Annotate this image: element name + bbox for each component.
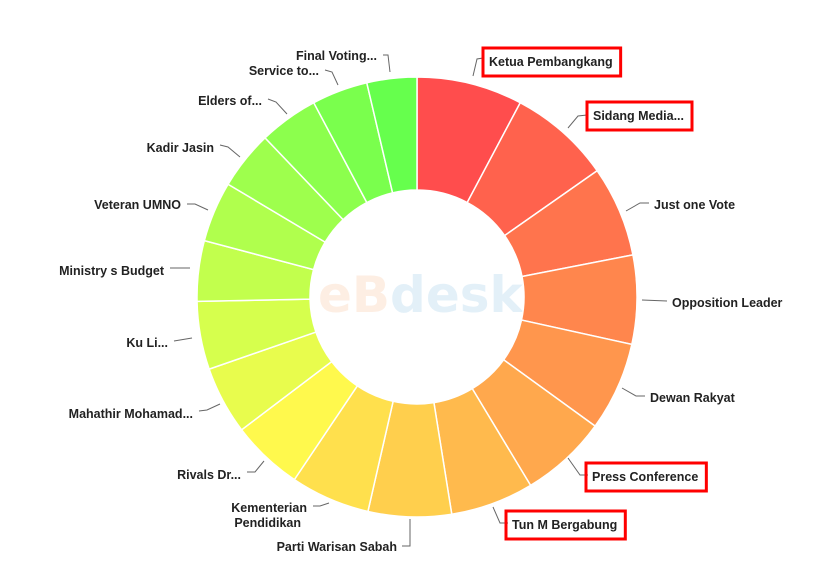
data-label-elders-of: Elders of... [198, 94, 288, 115]
label-text: Service to... [249, 64, 319, 78]
highlight-box [481, 46, 623, 78]
label-text: Mahathir Mohamad... [69, 407, 193, 421]
label-text: Dewan Rakyat [650, 391, 736, 405]
label-text: Ketua Pembangkang [489, 55, 613, 69]
data-label-sidang-media: Sidang Media... [567, 100, 694, 132]
data-label-opposition-leader: Opposition Leader [641, 296, 783, 310]
data-label-ketua-pembangkang: Ketua Pembangkang [472, 46, 623, 78]
label-text: Kementerian Pendidikan [231, 501, 307, 530]
label-text: Ku Li... [126, 336, 168, 350]
connector-line [402, 519, 411, 547]
label-text: Veteran UMNO [94, 198, 181, 212]
data-label-tun-m-bergabung: Tun M Bergabung [492, 506, 627, 541]
data-label-ku-li: Ku Li... [126, 336, 193, 350]
label-text: Sidang Media... [593, 109, 684, 123]
connector-line [267, 98, 288, 115]
connector-line [621, 387, 645, 397]
data-label-kementerian-pendidikan: Kementerian Pendidikan [231, 501, 330, 530]
data-label-rivals-dr: Rivals Dr... [177, 460, 265, 482]
data-label-service-to: Service to... [249, 64, 339, 86]
highlight-box [585, 100, 694, 132]
data-label-final-voting: Final Voting... [296, 49, 391, 73]
connector-line [219, 144, 241, 158]
connector-line [324, 69, 339, 86]
label-text: Press Conference [592, 470, 698, 484]
connector-line [247, 460, 265, 473]
watermark-prefix: eB [318, 266, 390, 324]
label-text: Final Voting... [296, 49, 377, 63]
label-text: Tun M Bergabung [512, 518, 617, 532]
label-text: Parti Warisan Sabah [277, 540, 397, 554]
connector-line [313, 502, 330, 507]
connector-line [625, 202, 649, 212]
data-label-just-one-vote: Just one Vote [625, 198, 735, 212]
ebdesk-watermark-logo: eBdesk [318, 266, 524, 324]
label-text: Opposition Leader [672, 296, 783, 310]
svg-text:eBdesk: eBdesk [318, 266, 524, 324]
connector-line [641, 299, 668, 302]
data-label-veteran-umno: Veteran UMNO [94, 198, 209, 212]
connector-line [567, 114, 588, 129]
data-label-press-conference: Press Conference [567, 457, 708, 493]
label-text: Ministry s Budget [59, 264, 165, 278]
data-label-parti-warisan-sabah: Parti Warisan Sabah [277, 519, 411, 554]
connector-line [472, 57, 484, 77]
connector-line [383, 54, 391, 73]
data-label-ministry-s-budget: Ministry s Budget [59, 264, 190, 278]
watermark-suffix: desk [390, 266, 524, 324]
data-label-mahathir-mohamad: Mahathir Mohamad... [69, 403, 221, 421]
label-text: Rivals Dr... [177, 468, 241, 482]
label-text: Elders of... [198, 94, 262, 108]
label-text: Kadir Jasin [147, 141, 214, 155]
data-label-kadir-jasin: Kadir Jasin [147, 141, 241, 158]
connector-line [173, 337, 193, 342]
highlight-box [504, 509, 627, 541]
label-text: Just one Vote [654, 198, 735, 212]
data-label-dewan-rakyat: Dewan Rakyat [621, 387, 736, 405]
connector-line [187, 203, 209, 211]
slice-final-voting[interactable] [365, 76, 418, 194]
connector-line [198, 403, 221, 412]
highlight-box [584, 461, 708, 493]
